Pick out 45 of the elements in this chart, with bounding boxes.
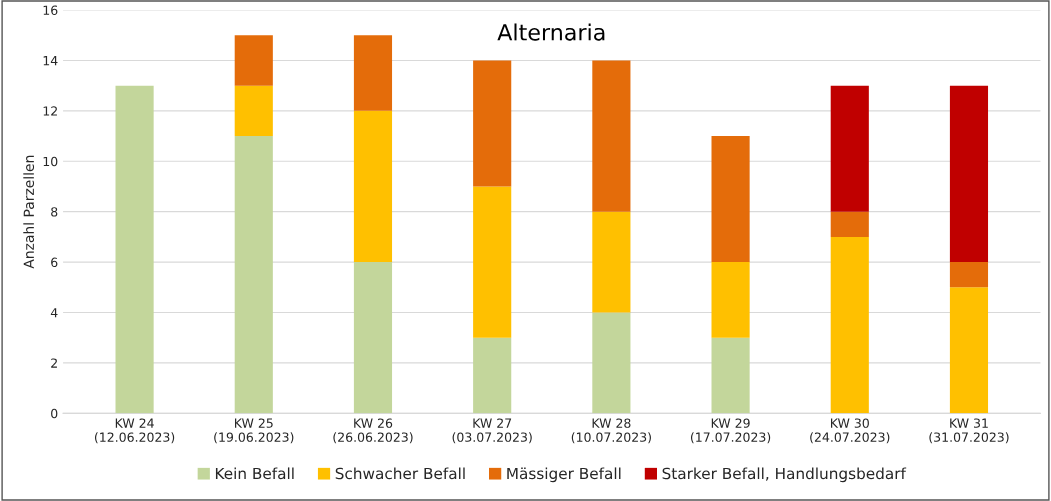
bar xyxy=(949,287,989,414)
x-tick-label: KW 30 (24.07.2023) xyxy=(810,418,890,444)
x-tick-label: KW 31 (31.07.2023) xyxy=(929,418,1009,444)
y-tick-label: 2 xyxy=(51,358,57,368)
y-tick-label: 10 xyxy=(43,156,58,167)
x-tick-label: KW 25 (19.06.2023) xyxy=(214,418,294,444)
bar xyxy=(830,211,869,237)
y-tick-label: 6 xyxy=(51,257,58,268)
y-tick-label: 12 xyxy=(43,106,57,116)
bar xyxy=(234,35,273,86)
y-tick-label: 0 xyxy=(51,408,58,419)
y-tick-label: 14 xyxy=(43,56,58,66)
x-tick-label: KW 29 (17.07.2023) xyxy=(690,418,771,444)
y-tick-label: 8 xyxy=(51,207,58,217)
bar xyxy=(353,110,393,263)
legend-label: Starker Befall, Handlungsbedarf xyxy=(662,467,907,483)
x-tick-label: KW 28 (10.07.2023) xyxy=(571,418,651,444)
x-tick-label: KW 26 (26.06.2023) xyxy=(333,418,413,444)
bar xyxy=(353,35,393,111)
legend-label: Mässiger Befall xyxy=(507,467,621,483)
bar xyxy=(353,262,393,414)
bar xyxy=(592,312,631,414)
y-axis-title: Anzahl Parzellen xyxy=(23,155,35,269)
legend-label: Kein Befall xyxy=(215,467,294,480)
bar xyxy=(949,85,989,263)
chart-title: Alternaria xyxy=(497,23,605,41)
bar xyxy=(473,337,512,414)
bar xyxy=(473,186,512,338)
bar xyxy=(115,85,154,414)
bar xyxy=(592,60,631,212)
bar xyxy=(711,136,750,263)
bar xyxy=(949,262,989,288)
y-tick-label: 4 xyxy=(50,308,58,318)
bar xyxy=(830,236,869,414)
bar xyxy=(830,85,869,212)
bar xyxy=(234,85,273,137)
bar xyxy=(473,60,512,187)
bar xyxy=(711,337,750,414)
bar xyxy=(711,262,750,338)
legend-label: Schwacher Befall xyxy=(335,467,465,480)
bar xyxy=(234,136,273,414)
bar xyxy=(592,211,631,313)
y-tick-label: 16 xyxy=(43,5,58,15)
x-tick-label: KW 24 (12.06.2023) xyxy=(94,418,175,444)
x-tick-label: KW 27 (03.07.2023) xyxy=(452,418,532,444)
